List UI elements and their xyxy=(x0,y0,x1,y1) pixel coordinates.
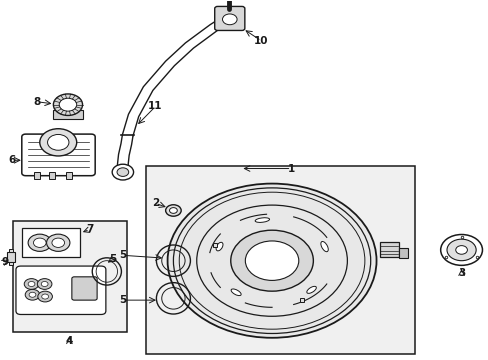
Text: 3: 3 xyxy=(457,267,464,278)
Text: 2: 2 xyxy=(151,198,159,208)
Bar xyxy=(9,262,13,265)
Circle shape xyxy=(440,234,482,265)
Circle shape xyxy=(41,294,48,299)
Circle shape xyxy=(196,205,346,316)
Circle shape xyxy=(38,291,52,302)
Circle shape xyxy=(167,184,376,338)
Circle shape xyxy=(37,279,52,289)
Circle shape xyxy=(446,239,475,261)
Text: 5: 5 xyxy=(119,250,126,260)
Bar xyxy=(53,110,82,119)
Circle shape xyxy=(222,14,237,25)
Circle shape xyxy=(59,98,77,111)
Bar xyxy=(380,242,398,257)
FancyBboxPatch shape xyxy=(22,134,95,176)
Text: 10: 10 xyxy=(254,36,268,46)
Text: 8: 8 xyxy=(34,97,41,107)
Circle shape xyxy=(165,205,181,216)
Text: 5: 5 xyxy=(119,295,126,305)
FancyBboxPatch shape xyxy=(214,6,244,31)
Circle shape xyxy=(41,282,48,287)
Circle shape xyxy=(112,164,133,180)
Circle shape xyxy=(169,208,177,213)
Bar xyxy=(22,228,80,257)
Ellipse shape xyxy=(216,242,223,251)
Bar xyxy=(13,221,127,332)
Circle shape xyxy=(230,230,313,291)
Circle shape xyxy=(40,129,77,156)
Text: 1: 1 xyxy=(287,163,295,174)
Text: 6: 6 xyxy=(8,155,16,165)
Bar xyxy=(9,249,13,252)
FancyBboxPatch shape xyxy=(72,277,97,300)
Ellipse shape xyxy=(306,286,316,293)
Circle shape xyxy=(455,246,467,254)
Bar xyxy=(145,166,415,354)
Circle shape xyxy=(53,94,82,116)
Circle shape xyxy=(29,292,36,297)
Circle shape xyxy=(47,134,69,150)
FancyBboxPatch shape xyxy=(16,266,105,315)
Text: 5: 5 xyxy=(109,254,117,264)
Circle shape xyxy=(245,241,298,280)
Bar xyxy=(65,172,72,179)
Circle shape xyxy=(28,282,35,287)
Ellipse shape xyxy=(255,218,269,222)
Text: 7: 7 xyxy=(86,225,93,234)
Circle shape xyxy=(24,279,39,289)
Circle shape xyxy=(52,238,64,247)
Text: 9: 9 xyxy=(1,257,8,267)
Circle shape xyxy=(25,289,40,300)
Ellipse shape xyxy=(231,289,241,296)
Bar xyxy=(7,252,15,262)
Circle shape xyxy=(28,234,51,251)
Text: 11: 11 xyxy=(148,102,163,112)
Bar xyxy=(34,172,40,179)
Bar xyxy=(398,248,407,258)
Text: 4: 4 xyxy=(65,336,73,346)
Bar xyxy=(48,172,55,179)
Ellipse shape xyxy=(320,242,327,252)
Circle shape xyxy=(46,234,70,251)
Circle shape xyxy=(117,168,128,176)
Circle shape xyxy=(33,238,46,247)
